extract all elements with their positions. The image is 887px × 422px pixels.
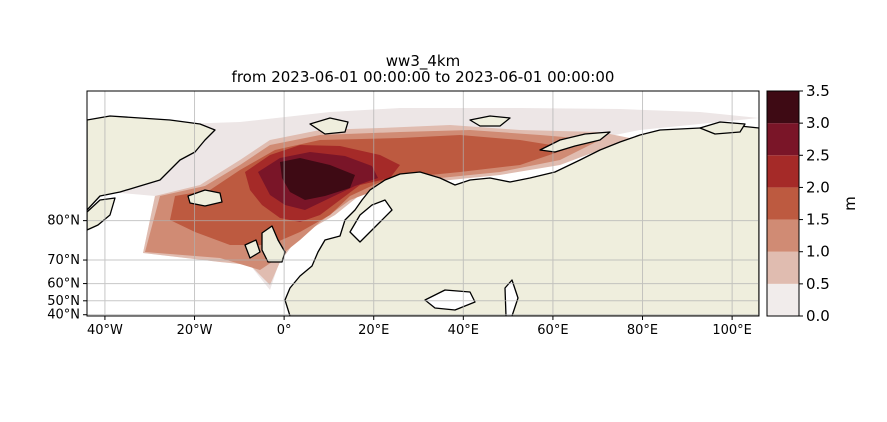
lon-tick-label: 0° [277, 323, 292, 338]
longitude-labels: 40°W 20°W 0° 20°E 40°E 60°E 80°E 100°E [87, 316, 752, 338]
landmass-north-america [87, 197, 116, 231]
lat-tick-label: 70°N [47, 253, 80, 268]
colorbar-segment [767, 251, 799, 284]
colorbar-segment [767, 155, 799, 188]
colorbar-segment [767, 123, 799, 156]
colorbar-segment [767, 187, 799, 220]
landmass-franz-josef [469, 115, 511, 127]
colorbar-tick-label: 0.5 [806, 275, 830, 293]
landmass-great-britain [261, 225, 286, 263]
map-title: ww3_4km [385, 52, 461, 70]
map-subtitle: from 2023-06-01 00:00:00 to 2023-06-01 0… [231, 68, 615, 86]
colorbar-segment [767, 219, 799, 252]
colorbar-tick-label: 2.5 [806, 146, 830, 164]
lat-tick-label: 60°N [47, 277, 80, 292]
landmass-greenland [87, 115, 216, 211]
lon-tick-label: 100°E [712, 323, 752, 338]
colorbar: 0.0 0.5 1.0 1.5 2.0 2.5 3.0 3.5 m [766, 82, 859, 325]
colorbar-tick-label: 1.5 [806, 211, 830, 229]
lon-tick-label: 40°W [87, 323, 123, 338]
wave-field-band-3.0-3.5 [280, 158, 355, 200]
lon-tick-label: 40°E [448, 323, 479, 338]
colorbar-tick-label: 3.5 [806, 82, 830, 100]
landmass-ireland [244, 239, 261, 259]
colorbar-segment [767, 283, 799, 316]
landmass-novaya-zemlya [539, 131, 611, 153]
colorbar-tick-label: 3.0 [806, 114, 830, 132]
lat-tick-label: 50°N [47, 294, 80, 309]
black-sea [424, 289, 476, 311]
colorbar-segment [767, 91, 799, 124]
colorbar-tick-label: 0.0 [806, 307, 830, 325]
map-panel: 40°W 20°W 0° 20°E 40°E 60°E 80°E 100°E 80°N 70°N… [47, 90, 760, 338]
lon-tick-label: 80°E [627, 323, 658, 338]
colorbar-tick-label: 1.0 [806, 243, 830, 261]
lon-tick-label: 60°E [537, 323, 568, 338]
lat-tick-label: 80°N [47, 214, 80, 229]
landmass-severnaya-zemlya [699, 121, 746, 135]
colorbar-frame [766, 90, 800, 317]
colorbar-unit-label: m [841, 196, 859, 211]
map-frame [86, 90, 760, 317]
lon-tick-label: 20°E [358, 323, 389, 338]
caspian-sea [504, 279, 519, 316]
lat-tick-label: 40°N [47, 308, 80, 323]
landmass-svalbard [309, 117, 349, 135]
landmass-iceland [187, 189, 223, 207]
graticule [87, 91, 759, 316]
lon-tick-label: 20°W [177, 323, 213, 338]
latitude-labels: 80°N 70°N 60°N 50°N40°N [47, 214, 87, 323]
colorbar-tick-label: 2.0 [806, 178, 830, 196]
